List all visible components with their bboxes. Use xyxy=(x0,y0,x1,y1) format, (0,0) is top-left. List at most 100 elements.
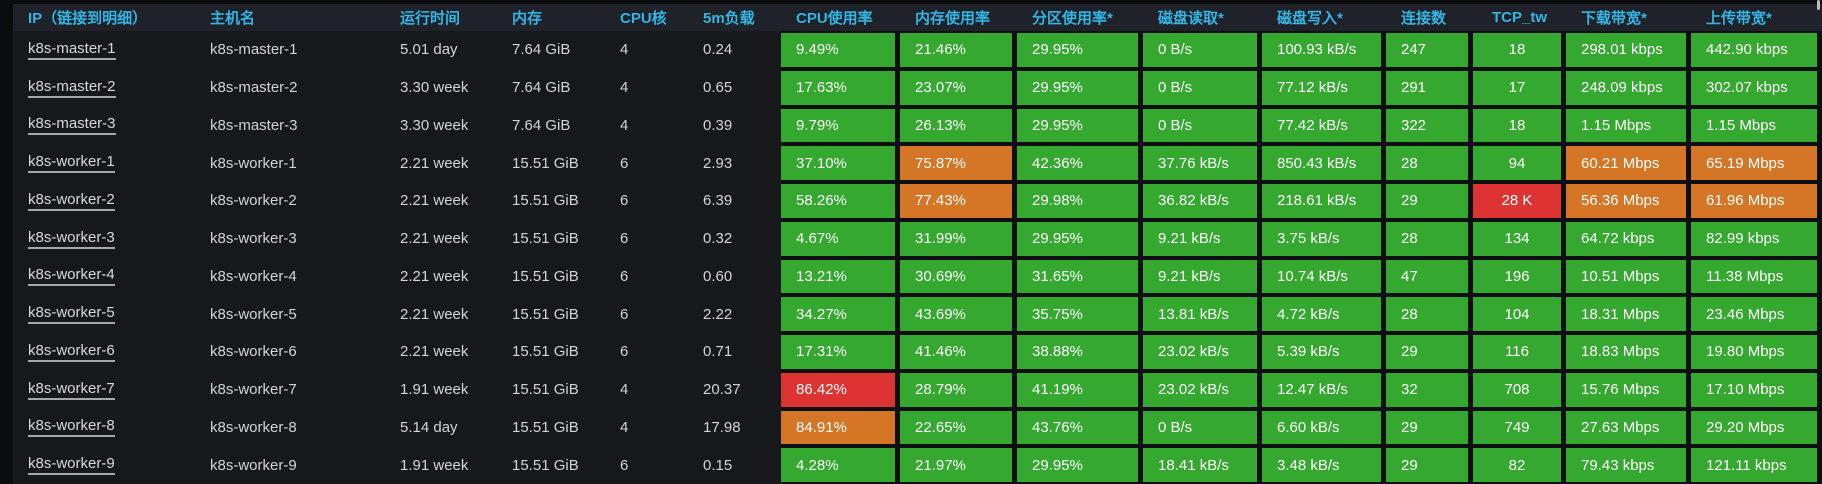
cell-hostname: k8s-worker-3 xyxy=(195,219,385,258)
cell-connections: 291 xyxy=(1386,68,1473,107)
disk_read-value: 23.02 kB/s xyxy=(1143,335,1257,369)
cpu_usage-value: 4.28% xyxy=(781,448,895,482)
column-header-connections[interactable]: 连接数 xyxy=(1401,10,1447,27)
download_bw-value: 56.36 Mbps xyxy=(1566,184,1686,218)
cell-hostname: k8s-worker-4 xyxy=(195,257,385,296)
partition_usage-value: 43.76% xyxy=(1017,410,1138,445)
disk_write-value: 6.60 kB/s xyxy=(1262,410,1381,445)
cell-uptime: 2.21 week xyxy=(385,182,497,220)
column-header-load_5m[interactable]: 5m负载 xyxy=(703,10,755,27)
cell-load_5m: 0.60 xyxy=(688,257,781,296)
cell-load_5m: 0.15 xyxy=(688,446,781,484)
cell-ip: k8s-worker-5 xyxy=(13,295,195,333)
partition_usage-value: 29.98% xyxy=(1017,184,1138,218)
cell-disk_write: 10.74 kB/s xyxy=(1262,257,1386,296)
cell-download_bw: 56.36 Mbps xyxy=(1566,182,1691,220)
cell-partition_usage: 29.95% xyxy=(1017,219,1143,258)
cell-partition_usage: 29.95% xyxy=(1017,106,1143,145)
mem_usage-value: 22.65% xyxy=(900,410,1012,445)
host-link[interactable]: k8s-worker-1 xyxy=(28,153,115,174)
cell-load_5m: 0.32 xyxy=(688,219,781,258)
host-link[interactable]: k8s-worker-9 xyxy=(28,455,115,476)
column-header-cpu_cores[interactable]: CPU核 xyxy=(620,10,667,27)
table-row-k8s-worker-1: k8s-worker-1 k8s-worker-1 2.21 week 15.51 G… xyxy=(13,144,1822,182)
cell-cpu_cores: 6 xyxy=(605,144,688,182)
host-link[interactable]: k8s-worker-3 xyxy=(28,229,115,249)
column-header-memory[interactable]: 内存 xyxy=(512,10,543,27)
host-link[interactable]: k8s-worker-5 xyxy=(28,304,115,325)
cell-memory: 15.51 GiB xyxy=(497,182,605,220)
table-row-k8s-master-2: k8s-master-2 k8s-master-2 3.30 week 7.64 Gi… xyxy=(13,68,1822,107)
cell-ip: k8s-master-2 xyxy=(13,68,195,107)
cell-connections: 322 xyxy=(1386,106,1473,145)
disk_read-value: 36.82 kB/s xyxy=(1143,184,1257,218)
column-header-ip[interactable]: IP（链接到明细） xyxy=(28,10,148,27)
cell-ip: k8s-worker-7 xyxy=(13,370,195,409)
cell-connections: 32 xyxy=(1386,370,1473,409)
host-link[interactable]: k8s-master-1 xyxy=(28,40,116,60)
host-link[interactable]: k8s-worker-8 xyxy=(28,417,115,438)
cell-load_5m: 2.93 xyxy=(688,144,781,182)
cell-ip: k8s-worker-4 xyxy=(13,257,195,296)
node-metrics-table: IP（链接到明细） 主机名 运行时间 内存 CPU核 5m负载 CPU使用率 内存使用率 分区使… xyxy=(13,4,1822,484)
tcp_tw-value: 196 xyxy=(1473,259,1561,294)
cell-cpu_cores: 4 xyxy=(605,106,688,145)
cell-connections: 29 xyxy=(1386,182,1473,220)
cell-disk_read: 36.82 kB/s xyxy=(1143,182,1262,220)
cell-disk_write: 5.39 kB/s xyxy=(1262,333,1386,371)
column-header-partition_usage[interactable]: 分区使用率* xyxy=(1032,10,1113,27)
cell-cpu_usage: 9.49% xyxy=(781,31,900,69)
host-link[interactable]: k8s-worker-4 xyxy=(28,266,115,287)
cell-disk_write: 850.43 kB/s xyxy=(1262,144,1386,182)
cell-memory: 15.51 GiB xyxy=(497,144,605,182)
column-header-hostname[interactable]: 主机名 xyxy=(210,10,256,27)
cell-connections: 28 xyxy=(1386,144,1473,182)
download_bw-value: 64.72 kbps xyxy=(1566,221,1686,256)
tcp_tw-value: 18 xyxy=(1473,33,1561,67)
connections-value: 47 xyxy=(1386,259,1468,294)
tcp_tw-value: 134 xyxy=(1473,221,1561,256)
cell-cpu_usage: 4.67% xyxy=(781,219,900,258)
cell-hostname: k8s-master-3 xyxy=(195,106,385,145)
disk_write-value: 5.39 kB/s xyxy=(1262,335,1381,369)
upload_bw-value: 61.96 Mbps xyxy=(1691,184,1817,218)
cpu_usage-value: 9.79% xyxy=(781,108,895,143)
cell-hostname: k8s-master-1 xyxy=(195,31,385,69)
cell-download_bw: 248.09 kbps xyxy=(1566,68,1691,107)
column-header-download_bw[interactable]: 下载带宽* xyxy=(1581,10,1647,27)
column-header-disk_read[interactable]: 磁盘读取* xyxy=(1158,10,1224,27)
partition_usage-value: 35.75% xyxy=(1017,297,1138,331)
column-header-upload_bw[interactable]: 上传带宽* xyxy=(1706,10,1772,27)
host-link[interactable]: k8s-worker-7 xyxy=(28,380,115,400)
cell-tcp_tw: 18 xyxy=(1473,106,1566,145)
tcp_tw-value: 28 K xyxy=(1473,184,1561,218)
upload_bw-value: 65.19 Mbps xyxy=(1691,146,1817,180)
cell-upload_bw: 17.10 Mbps xyxy=(1691,370,1822,409)
column-header-cpu_usage[interactable]: CPU使用率 xyxy=(796,10,873,27)
disk_write-value: 77.12 kB/s xyxy=(1262,70,1381,105)
scrollbar-thumb[interactable] xyxy=(1817,0,1820,10)
host-link[interactable]: k8s-worker-2 xyxy=(28,191,115,211)
host-link[interactable]: k8s-worker-6 xyxy=(28,342,115,362)
partition_usage-value: 42.36% xyxy=(1017,146,1138,180)
host-link[interactable]: k8s-master-2 xyxy=(28,78,116,98)
cell-partition_usage: 41.19% xyxy=(1017,370,1143,409)
column-header-disk_write[interactable]: 磁盘写入* xyxy=(1277,10,1343,27)
table-row-k8s-worker-6: k8s-worker-6 k8s-worker-6 2.21 week 15.51 G… xyxy=(13,333,1822,371)
cell-cpu_cores: 6 xyxy=(605,257,688,296)
mem_usage-value: 75.87% xyxy=(900,146,1012,180)
column-header-uptime[interactable]: 运行时间 xyxy=(400,10,461,27)
cell-disk_read: 9.21 kB/s xyxy=(1143,219,1262,258)
host-link[interactable]: k8s-master-3 xyxy=(28,115,116,136)
table-row-k8s-master-1: k8s-master-1 k8s-master-1 5.01 day 7.64 GiB… xyxy=(13,31,1822,69)
cell-mem_usage: 23.07% xyxy=(900,68,1017,107)
cell-ip: k8s-worker-3 xyxy=(13,219,195,258)
column-header-mem_usage[interactable]: 内存使用率 xyxy=(915,10,991,27)
cell-load_5m: 0.39 xyxy=(688,106,781,145)
cell-cpu_usage: 17.31% xyxy=(781,333,900,371)
column-header-tcp_tw[interactable]: TCP_tw xyxy=(1491,9,1547,26)
tcp_tw-value: 104 xyxy=(1473,297,1561,331)
cell-disk_read: 13.81 kB/s xyxy=(1143,295,1262,333)
mem_usage-value: 23.07% xyxy=(900,70,1012,105)
table-row-k8s-worker-3: k8s-worker-3 k8s-worker-3 2.21 week 15.51 G… xyxy=(13,219,1822,258)
